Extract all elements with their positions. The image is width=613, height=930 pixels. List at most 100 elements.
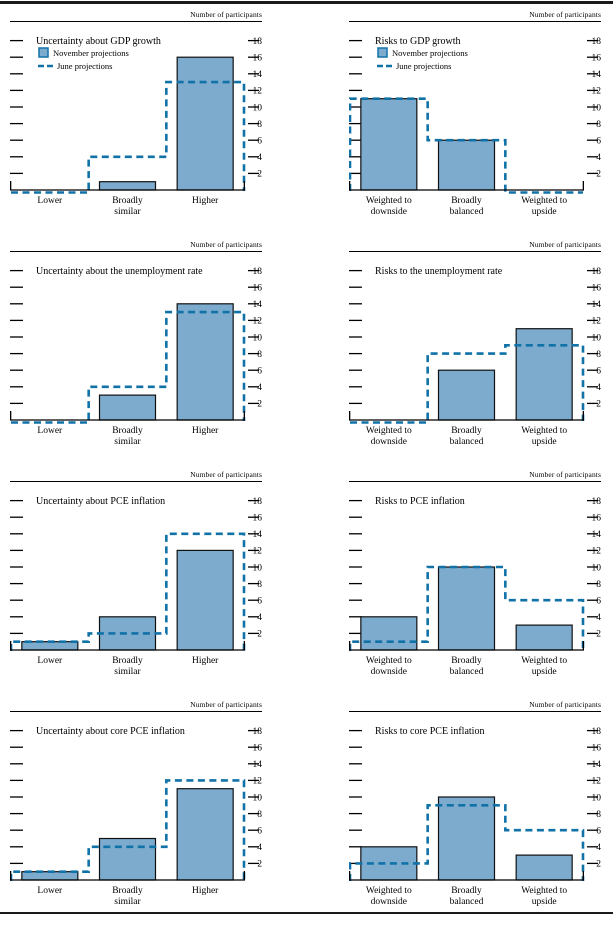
x-category-label: Weighted to xyxy=(366,886,412,896)
chart-risks-unemployment: 2 4 6 8 10 12 14 16 18 Risks to the unemployment … xyxy=(349,252,601,458)
y-axis-tick-label: 18 xyxy=(253,37,263,47)
x-category-label: Broadly xyxy=(451,426,482,436)
y-axis-tick-label: 10 xyxy=(592,333,602,343)
y-axis-tick-label: 14 xyxy=(592,530,602,540)
november-bar xyxy=(176,303,234,421)
chart-title: Risks to GDP growth xyxy=(375,36,460,47)
y-axis-title: Number of participants xyxy=(349,700,601,712)
y-axis-tick-label: 2 xyxy=(257,860,262,870)
x-category-label: similar xyxy=(114,897,141,907)
chart-svg: 2 4 6 8 10 12 14 16 18 Risks to GDP growthNovembe… xyxy=(349,36,602,217)
x-category-label: Lower xyxy=(37,196,63,206)
y-axis-title: Number of participants xyxy=(10,240,262,252)
x-category-label: similar xyxy=(114,667,141,677)
y-axis-tick-label: 14 xyxy=(592,760,602,770)
x-category-label: Weighted to xyxy=(366,656,412,666)
chart-panel-risks-core-pce: Number of participants 2 4 6 8 10 12 14 16 18 Ris… xyxy=(349,700,601,918)
november-bar xyxy=(360,616,418,651)
y-axis-tick-label: 2 xyxy=(257,170,262,180)
x-category-label: Broadly xyxy=(112,656,143,666)
x-category-label: Higher xyxy=(192,196,219,206)
y-axis-tick-label: 6 xyxy=(257,827,262,837)
x-category-label: upside xyxy=(532,897,557,907)
y-axis-tick-label: 6 xyxy=(257,137,262,147)
y-axis-tick-label: 6 xyxy=(596,827,601,837)
y-axis-tick-label: 16 xyxy=(253,514,263,524)
y-axis-tick-label: 10 xyxy=(592,563,602,573)
y-axis-tick-label: 12 xyxy=(253,547,263,557)
june-step-line xyxy=(10,532,246,651)
y-axis-tick-label: 16 xyxy=(253,284,263,294)
x-category-label: downside xyxy=(371,667,407,677)
november-bar xyxy=(98,394,157,421)
y-axis-tick-label: 16 xyxy=(253,54,263,64)
y-axis-tick-label: 2 xyxy=(257,400,262,410)
x-category-label: Higher xyxy=(192,886,219,896)
y-axis-tick-label: 8 xyxy=(257,350,262,360)
chart-title: Risks to core PCE inflation xyxy=(375,726,484,737)
chart-uncertainty-core-pce: 2 4 6 8 10 12 14 16 18 Uncertainty about core PCE… xyxy=(10,712,262,918)
x-category-label: downside xyxy=(371,897,407,907)
y-axis-tick-label: 4 xyxy=(596,613,601,623)
x-category-label: upside xyxy=(532,667,557,677)
x-category-label: Broadly xyxy=(451,656,482,666)
y-axis-tick-label: 12 xyxy=(592,87,602,97)
november-bar xyxy=(515,854,573,881)
y-axis-tick-label: 4 xyxy=(257,843,262,853)
y-axis-tick-label: 6 xyxy=(596,137,601,147)
november-legend-swatch xyxy=(377,47,388,58)
y-axis-tick-label: 4 xyxy=(596,843,601,853)
y-axis-tick-label: 2 xyxy=(596,860,601,870)
chart-uncertainty-unemployment: 2 4 6 8 10 12 14 16 18 Uncertainty about the unem… xyxy=(10,252,262,458)
x-category-label: Broadly xyxy=(112,886,143,896)
chart-svg: 2 4 6 8 10 12 14 16 18 Uncertainty about core PCE… xyxy=(10,726,263,907)
november-legend-label: November projections xyxy=(392,48,468,58)
november-bar xyxy=(176,549,234,651)
y-axis-tick-label: 10 xyxy=(592,793,602,803)
y-axis-tick-label: 8 xyxy=(257,810,262,820)
y-axis-tick-label: 14 xyxy=(592,300,602,310)
chart-svg: 2 4 6 8 10 12 14 16 18 Risks to core PCE inflatio… xyxy=(349,726,602,907)
y-axis-tick-label: 16 xyxy=(253,744,263,754)
y-axis-tick-label: 14 xyxy=(253,300,263,310)
chart-svg: 2 4 6 8 10 12 14 16 18 Risks to the unemployment … xyxy=(349,266,602,447)
x-category-label: upside xyxy=(532,437,557,447)
chart-svg: 2 4 6 8 10 12 14 16 18 Uncertainty about PCE infl… xyxy=(10,496,263,677)
x-category-label: downside xyxy=(371,437,407,447)
november-bar xyxy=(98,837,157,881)
y-axis-tick-label: 16 xyxy=(592,514,602,524)
chart-svg: 2 4 6 8 10 12 14 16 18 Uncertainty about the unem… xyxy=(10,266,263,447)
y-axis-tick-label: 2 xyxy=(596,630,601,640)
chart-title: Uncertainty about core PCE inflation xyxy=(36,726,185,737)
x-category-label: downside xyxy=(371,207,407,217)
june-legend-label: June projections xyxy=(396,61,451,71)
y-axis-tick-label: 18 xyxy=(253,727,263,737)
june-legend-label: June projections xyxy=(57,61,112,71)
y-axis-title: Number of participants xyxy=(349,240,601,252)
y-axis-tick-label: 10 xyxy=(253,563,263,573)
x-category-label: Broadly xyxy=(112,196,143,206)
chart-panel-risks-pce: Number of participants 2 4 6 8 10 12 14 16 18 Ris… xyxy=(349,470,601,688)
x-category-label: similar xyxy=(114,207,141,217)
november-bar xyxy=(515,328,573,421)
june-step-line xyxy=(349,97,583,194)
november-bar xyxy=(437,139,496,191)
chart-title: Uncertainty about PCE inflation xyxy=(36,496,165,507)
y-axis-tick-label: 8 xyxy=(257,580,262,590)
november-bar xyxy=(515,624,573,651)
y-axis-tick-label: 8 xyxy=(596,810,601,820)
november-bar xyxy=(437,566,496,651)
y-axis-tick-label: 12 xyxy=(253,87,263,97)
x-category-label: similar xyxy=(114,437,141,447)
y-axis-tick-label: 14 xyxy=(253,760,263,770)
y-axis-tick-label: 10 xyxy=(253,333,263,343)
x-category-label: balanced xyxy=(450,897,484,907)
y-axis-tick-label: 18 xyxy=(253,267,263,277)
chart-risks-gdp: 2 4 6 8 10 12 14 16 18 Risks to GDP growth Novembe… xyxy=(349,22,601,228)
chart-panel-uncertainty-unemployment: Number of participants 2 4 6 8 10 12 14 16 18 Unc… xyxy=(10,240,262,458)
x-category-label: Weighted to xyxy=(521,656,567,666)
y-axis-tick-label: 18 xyxy=(592,497,602,507)
y-axis-tick-label: 4 xyxy=(257,613,262,623)
y-axis-title: Number of participants xyxy=(10,10,262,22)
y-axis-tick-label: 10 xyxy=(253,103,263,113)
